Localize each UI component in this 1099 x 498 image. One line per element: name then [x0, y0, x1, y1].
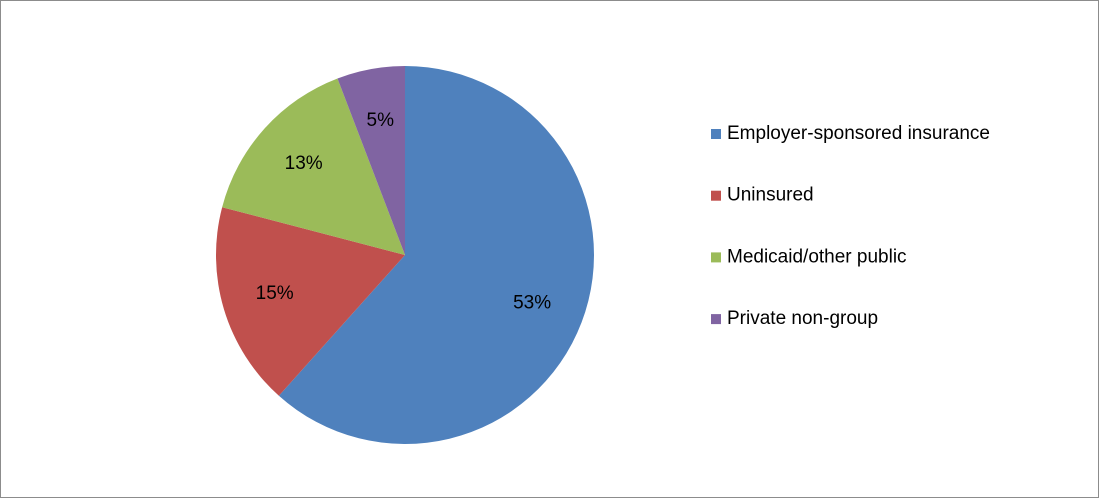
legend-label: Private non-group	[727, 308, 878, 329]
legend-swatch	[711, 314, 721, 325]
pie-slice	[337, 66, 405, 255]
legend-swatch	[711, 252, 721, 263]
data-label: 13%	[285, 153, 323, 174]
data-label: 53%	[513, 293, 551, 314]
data-label: 5%	[367, 110, 395, 131]
legend-swatch	[711, 129, 721, 139]
pie-slice	[222, 78, 405, 256]
legend-swatch	[711, 190, 721, 201]
legend-label: Employer-sponsored insurance	[727, 123, 990, 144]
legend-label: Uninsured	[727, 185, 814, 206]
data-label: 15%	[256, 283, 294, 304]
legend-label: Medicaid/other public	[727, 246, 907, 267]
pie-slice	[216, 207, 405, 396]
pie-slice	[278, 66, 594, 445]
